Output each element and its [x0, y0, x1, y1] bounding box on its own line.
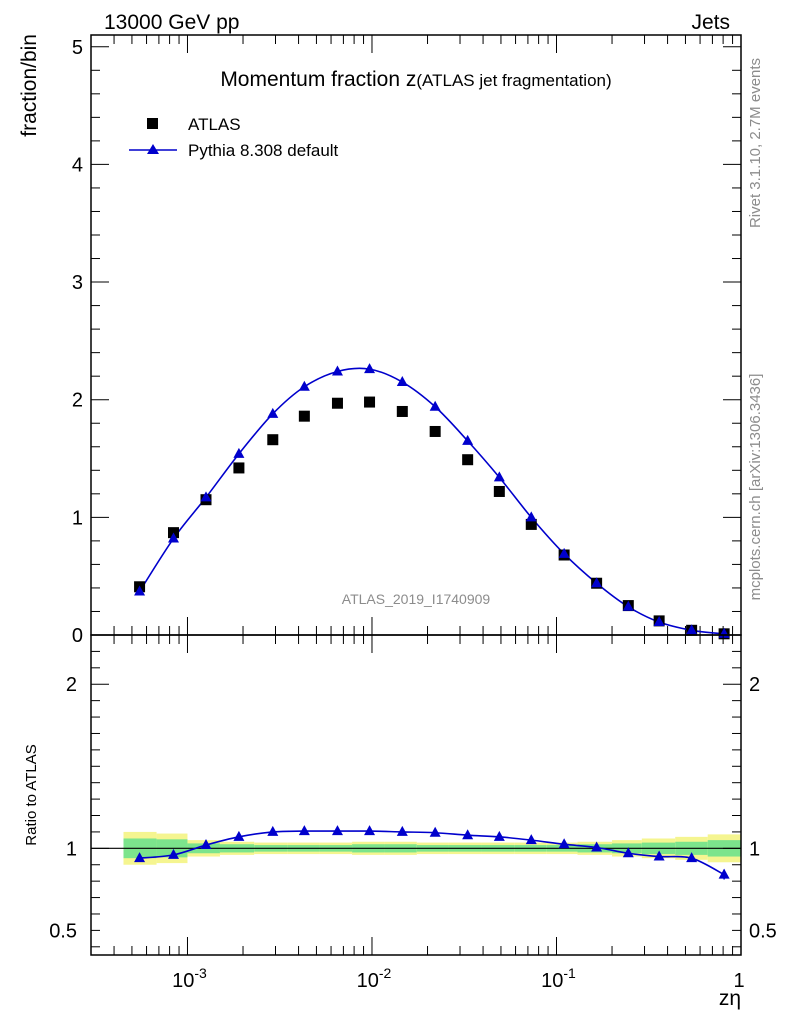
y-tick-label: 4 — [72, 154, 83, 176]
atlas-point — [429, 425, 441, 437]
main-axis-ticks: 0 1 2 3 4 5 — [72, 35, 742, 647]
pythia-point — [134, 585, 146, 596]
pythia-point — [653, 616, 665, 627]
legend: ATLAS Pythia 8.308 default — [129, 115, 339, 160]
atlas-point — [462, 454, 474, 466]
pythia-point — [298, 380, 310, 391]
atlas-point — [364, 396, 376, 408]
x-tick-label: 10-2 — [357, 965, 392, 992]
ratio-point — [134, 852, 146, 863]
ratio-point — [622, 847, 634, 858]
ratio-point — [331, 825, 343, 836]
ratio-point — [200, 839, 212, 850]
energy-label: 13000 GeV pp — [104, 11, 239, 34]
ratio-frame — [90, 634, 742, 956]
ratio-point — [718, 868, 730, 879]
main-title: Momentum fraction z(ATLAS jet fragmentat… — [220, 68, 611, 91]
y-tick-label: 1 — [72, 507, 83, 529]
ratio-point — [267, 825, 279, 836]
pythia-point — [267, 407, 279, 418]
pythia-point — [493, 471, 505, 482]
analysis-watermark: ATLAS_2019_I1740909 — [342, 591, 491, 607]
ratio-point — [233, 830, 245, 841]
ratio-axis-ticks: 0.5 0.5 1 1 2 2 10-3 10-2 10-1 1 — [49, 635, 777, 992]
atlas-point — [298, 410, 310, 422]
atlas-point — [493, 485, 505, 497]
pythia-point — [558, 547, 570, 558]
rivet-label: Rivet 3.1.10, 2.7M events — [747, 58, 764, 228]
legend-pythia-marker — [147, 144, 159, 154]
ratio-y-tick-label-right: 0.5 — [749, 920, 777, 942]
legend-atlas-marker — [147, 118, 158, 129]
atlas-point — [233, 462, 245, 474]
pythia-point — [396, 376, 408, 387]
pythia-point — [364, 363, 376, 374]
y-tick-label: 2 — [72, 390, 83, 412]
pythia-point — [686, 624, 698, 635]
ratio-y-tick-label: 1 — [66, 838, 77, 860]
mcplots-label: mcplots.cern.ch [arXiv:1306.3436] — [747, 374, 764, 601]
ratio-y-tick-label-right: 2 — [749, 674, 760, 696]
ratio-point — [429, 826, 441, 837]
atlas-point — [396, 405, 408, 417]
main-ylabel: fraction/bin — [18, 34, 41, 137]
ratio-point — [298, 825, 310, 836]
pythia-point — [331, 365, 343, 376]
pythia-point — [591, 577, 603, 588]
main-panel: fraction/bin 0 1 2 3 4 5 Momentum fraction z(… — [18, 34, 742, 647]
ratio-point — [462, 829, 474, 840]
process-label: Jets — [691, 11, 730, 34]
ratio-point — [364, 825, 376, 836]
x-tick-label: 1 — [733, 970, 744, 992]
x-tick-label: 10-3 — [172, 965, 207, 992]
legend-atlas-label: ATLAS — [188, 115, 241, 134]
ratio-point — [653, 850, 665, 861]
ratio-point — [493, 830, 505, 841]
ratio-y-tick-label-right: 1 — [749, 838, 760, 860]
ratio-y-tick-label: 2 — [66, 674, 77, 696]
x-tick-label: 10-1 — [541, 965, 576, 992]
atlas-point — [267, 434, 279, 446]
ratio-point — [558, 838, 570, 849]
main-title-text: Momentum fraction z — [220, 68, 416, 91]
legend-pythia-label: Pythia 8.308 default — [188, 141, 339, 160]
main-title-suffix: (ATLAS jet fragmentation) — [416, 71, 611, 90]
atlas-point — [331, 397, 343, 409]
pythia-point — [429, 400, 441, 411]
ratio-y-tick-label: 0.5 — [49, 920, 77, 942]
ratio-ylabel: Ratio to ATLAS — [23, 744, 40, 845]
ratio-point — [686, 852, 698, 863]
pythia-point — [233, 447, 245, 458]
y-tick-label: 5 — [72, 37, 83, 59]
pythia-point — [168, 532, 180, 543]
y-tick-label: 3 — [72, 272, 83, 294]
ratio-panel: Ratio to ATLAS 0.5 0.5 1 1 2 2 10-3 10-2 10-1 1 z… — [23, 634, 777, 1010]
atlas-point — [525, 518, 537, 530]
ratio-point — [396, 825, 408, 836]
ratio-point — [525, 834, 537, 845]
y-tick-label: 0 — [72, 625, 83, 647]
ratio-xlabel: zη — [719, 987, 741, 1010]
ratio-point — [168, 848, 180, 859]
pythia-point — [622, 600, 634, 611]
pythia-point — [462, 434, 474, 445]
pythia-point — [200, 491, 212, 502]
pythia-point — [525, 511, 537, 522]
ratio-point — [591, 841, 603, 852]
